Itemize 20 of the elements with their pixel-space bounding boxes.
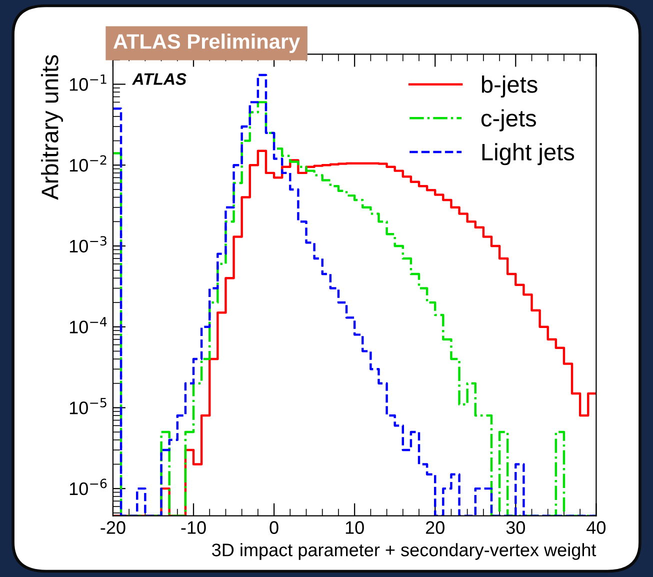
y-tick-label: 10$^{−3}$ <box>70 236 106 253</box>
y-tick-label: 10$^{−1}$ <box>70 74 106 91</box>
y-tick-label: 10$^{−6}$ <box>70 478 107 496</box>
annotation: ATLAS <box>132 73 186 85</box>
y-tick-label: 10$^{−2}$ <box>70 155 106 172</box>
x-tick-label: -10 <box>181 521 206 534</box>
x-axis-title: 3D impact parameter + secondary-vertex weight <box>212 543 596 560</box>
legend-label: b-jets <box>482 75 538 98</box>
y-tick-label: 10$^{−5}$ <box>70 398 106 414</box>
legend-label: c-jets <box>481 109 536 132</box>
legend-label: Light jets <box>482 143 574 166</box>
y-tick-label: 10$^{−4}$ <box>70 317 107 334</box>
chart-title: ATLAS Preliminary <box>113 34 300 54</box>
x-tick-label: 40 <box>586 521 606 534</box>
x-tick-label: 0 <box>270 521 278 534</box>
x-tick-label: 20 <box>426 521 444 534</box>
x-tick-label: 10 <box>346 521 364 534</box>
x-tick-label: -20 <box>100 521 126 534</box>
x-tick-label: 30 <box>506 521 525 534</box>
y-axis-title: Arbitrary units <box>41 55 64 200</box>
